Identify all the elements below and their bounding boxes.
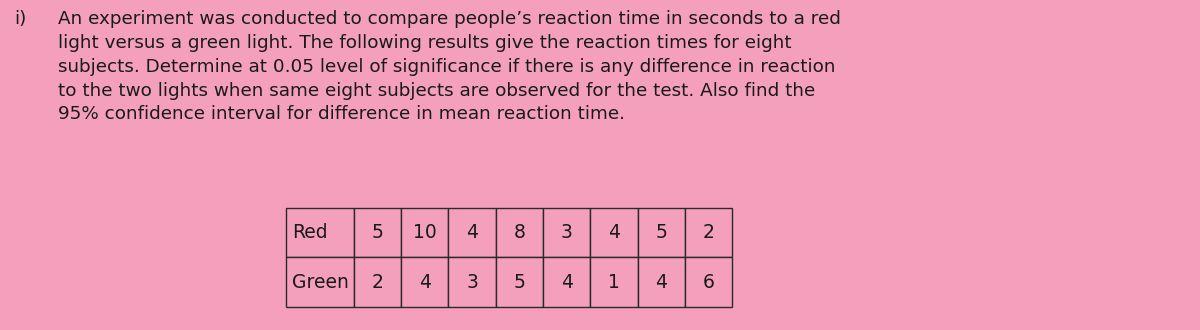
Text: i): i) (14, 10, 26, 28)
Text: An experiment was conducted to compare people’s reaction time in seconds to a re: An experiment was conducted to compare p… (58, 10, 840, 123)
